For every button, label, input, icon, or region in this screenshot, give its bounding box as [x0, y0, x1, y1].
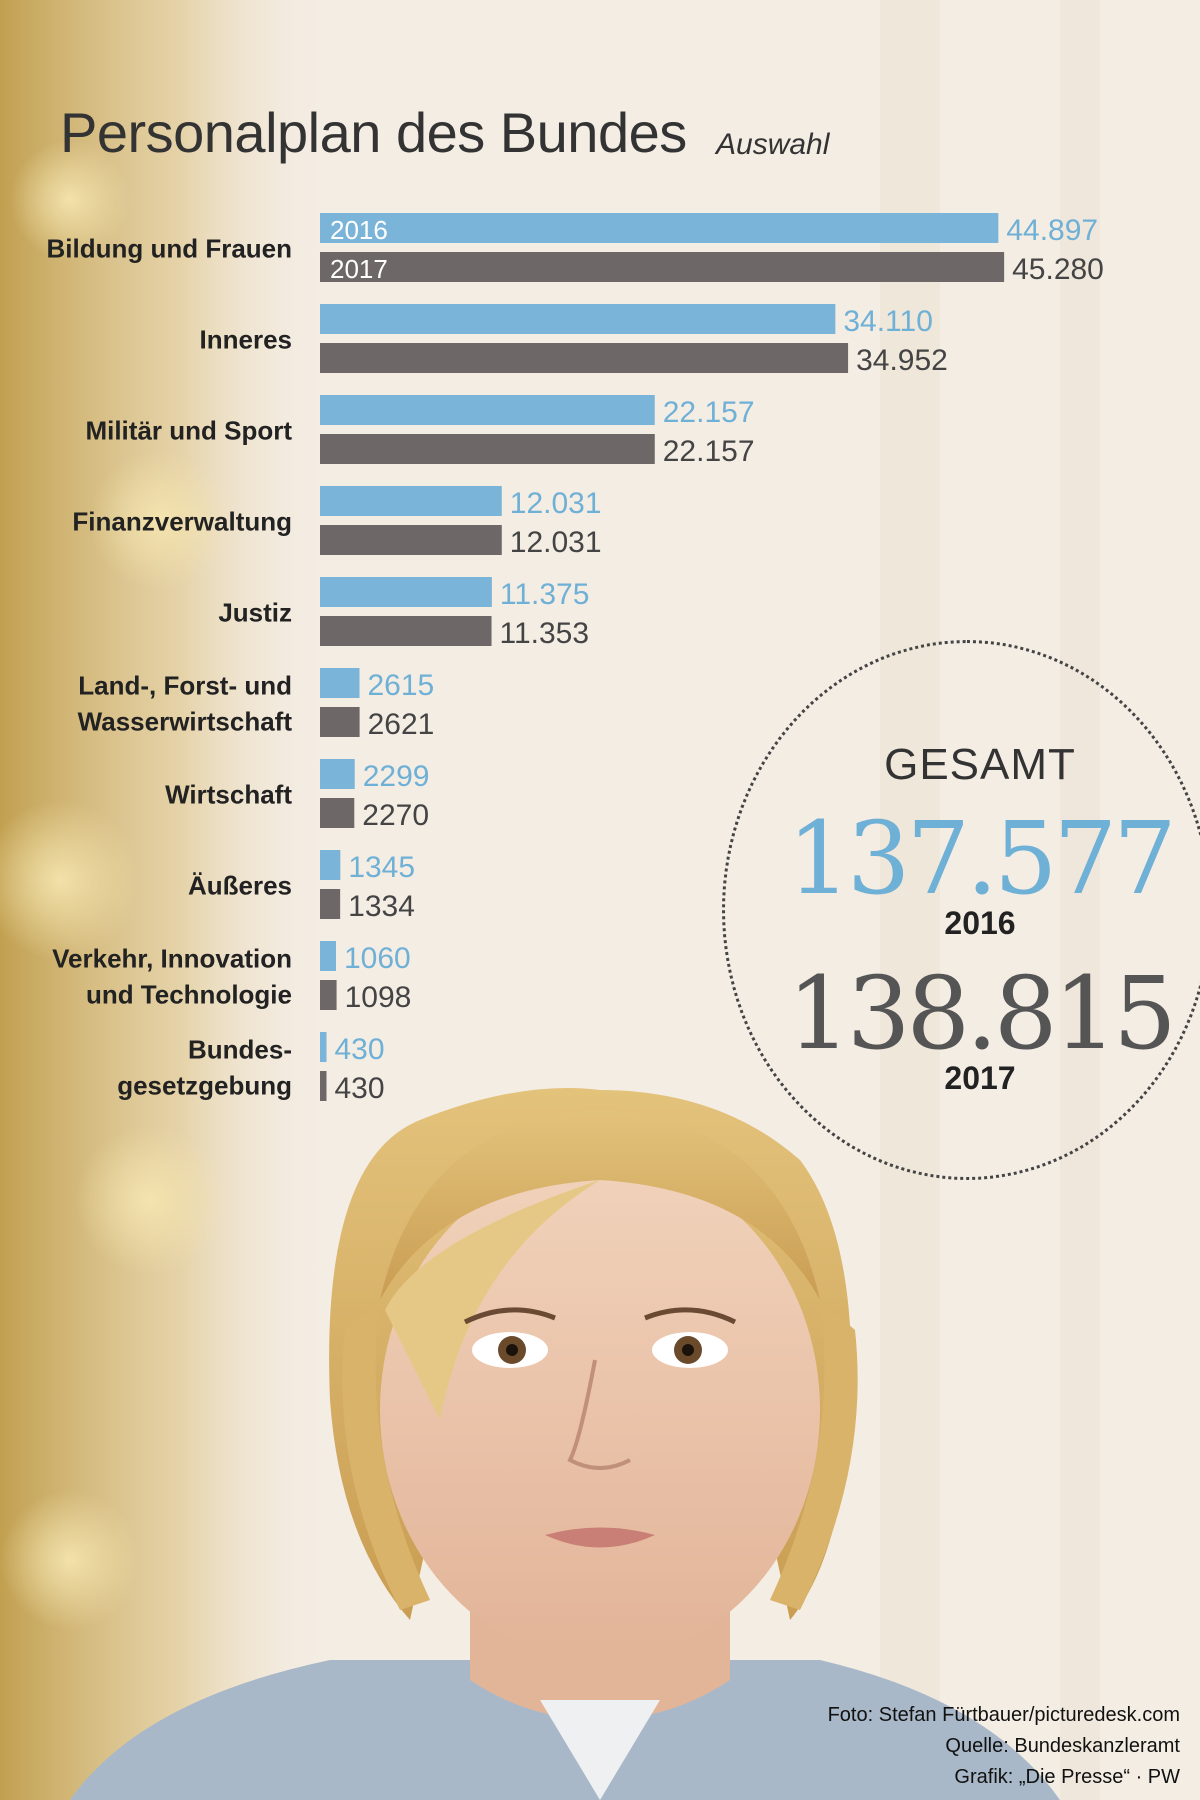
bar-chart: Bildung und Frauen 44.897 2016 45.280 2017 In…: [46, 213, 1104, 1105]
category-label: Finanzverwaltung: [72, 507, 292, 537]
bar-2017: [320, 798, 355, 828]
legend-label-2016: 2016: [330, 215, 388, 245]
bar-2017: [320, 525, 502, 555]
bar-2016: [320, 213, 999, 243]
portrait: [70, 1088, 1060, 1800]
value-label-2016: 1345: [348, 851, 415, 884]
category-label: Verkehr, Innovation: [52, 944, 292, 974]
value-label-2017: 1098: [345, 981, 412, 1014]
value-label-2016: 2299: [363, 760, 430, 793]
category-label: Wasserwirtschaft: [78, 707, 293, 737]
bar-2017: [320, 980, 337, 1010]
bar-2016: [320, 1032, 327, 1062]
bar-2017: [320, 434, 655, 464]
bar-2017: [320, 252, 1005, 282]
total-2016-year: 2016: [944, 905, 1016, 941]
graphic-credit: Grafik: „Die Presse“ · PW: [954, 1766, 1180, 1788]
chart-subtitle: Auswahl: [716, 128, 830, 161]
value-label-2016: 2615: [368, 669, 435, 702]
category-label: gesetzgebung: [117, 1071, 292, 1101]
value-label-2017: 430: [334, 1072, 384, 1105]
credits: Foto: Stefan Fürtbauer/picturedesk.com Q…: [828, 1700, 1180, 1793]
value-label-2017: 22.157: [663, 435, 755, 468]
category-label: Inneres: [200, 325, 293, 355]
value-label-2017: 2621: [368, 708, 435, 741]
category-label: und Technologie: [86, 980, 292, 1010]
value-label-2017: 12.031: [510, 526, 602, 559]
bar-2017: [320, 343, 849, 373]
chart-title: Personalplan des Bundes: [60, 101, 687, 164]
total-2017-year: 2017: [944, 1060, 1016, 1096]
bar-2017: [320, 889, 341, 919]
source-credit: Quelle: Bundeskanzleramt: [945, 1735, 1180, 1757]
category-label: Bildung und Frauen: [46, 234, 292, 264]
value-label-2016: 44.897: [1006, 214, 1098, 247]
category-label: Bundes-: [188, 1035, 292, 1065]
photo-credit: Foto: Stefan Fürtbauer/picturedesk.com: [827, 1704, 1180, 1726]
bar-2017: [320, 616, 492, 646]
value-label-2017: 45.280: [1012, 253, 1104, 286]
value-label-2016: 1060: [344, 942, 411, 975]
totals-circle: [722, 640, 1200, 1180]
value-label-2017: 34.952: [856, 344, 948, 377]
value-label-2016: 22.157: [663, 396, 755, 429]
bar-2016: [320, 486, 502, 516]
category-label: Äußeres: [188, 871, 292, 901]
category-label: Land-, Forst- und: [78, 671, 292, 701]
value-label-2016: 12.031: [510, 487, 602, 520]
value-label-2016: 34.110: [843, 305, 933, 338]
totals-heading: GESAMT: [884, 740, 1076, 789]
legend-label-2017: 2017: [330, 254, 388, 284]
bar-2016: [320, 577, 492, 607]
value-label-2016: 11.375: [500, 578, 590, 611]
bar-2016: [320, 395, 655, 425]
total-2017-value: 138.815: [787, 955, 1177, 1072]
total-2016-value: 137.577: [787, 800, 1177, 917]
bar-2016: [320, 850, 341, 880]
bar-2016: [320, 668, 360, 698]
category-label: Justiz: [218, 598, 292, 628]
value-label-2017: 1334: [348, 890, 415, 923]
bar-2016: [320, 759, 355, 789]
category-label: Militär und Sport: [85, 416, 292, 446]
value-label-2017: 11.353: [500, 617, 590, 650]
bar-2017: [320, 1071, 327, 1101]
bar-2017: [320, 707, 360, 737]
value-label-2016: 430: [334, 1033, 384, 1066]
value-label-2017: 2270: [362, 799, 429, 832]
category-label: Wirtschaft: [165, 780, 292, 810]
bar-2016: [320, 304, 836, 334]
bar-2016: [320, 941, 337, 971]
